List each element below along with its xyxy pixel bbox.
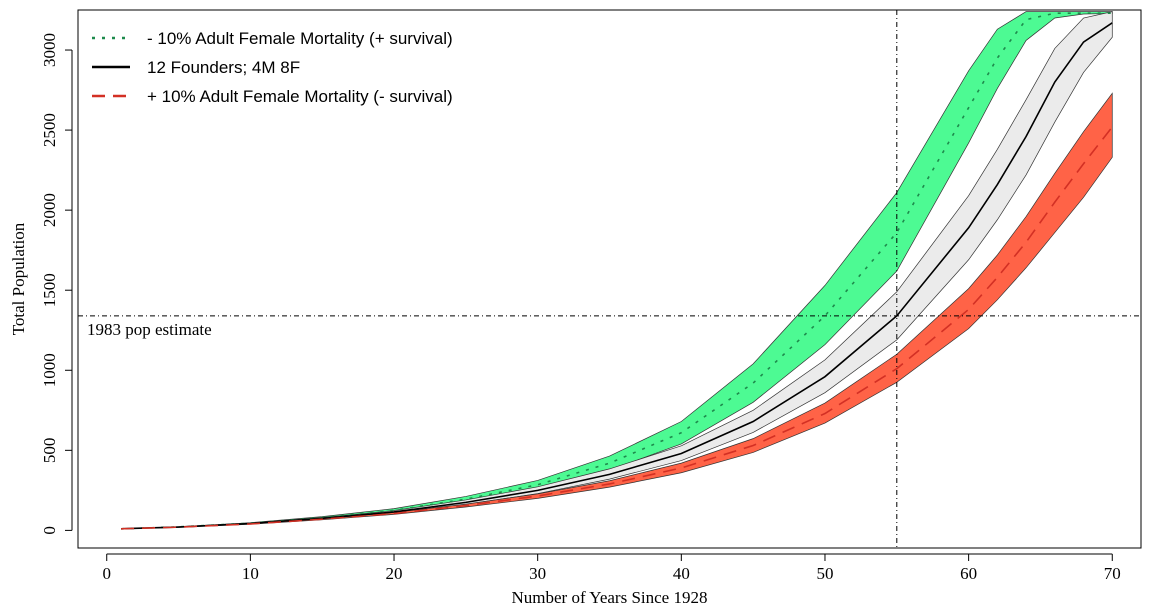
series-lines <box>121 12 1113 530</box>
x-tick-label: 50 <box>816 564 833 583</box>
x-tick-label: 0 <box>102 564 111 583</box>
legend-label: + 10% Adult Female Mortality (- survival… <box>147 87 453 106</box>
x-tick-label: 20 <box>386 564 403 583</box>
band-series-2 <box>121 92 1113 530</box>
y-tick-label: 1500 <box>40 273 59 307</box>
y-tick-label: 1000 <box>40 353 59 387</box>
reference-lines: 1983 pop estimate <box>78 10 1141 548</box>
line-series-0 <box>121 12 1113 530</box>
x-tick-label: 40 <box>673 564 690 583</box>
y-tick-label: 3000 <box>40 33 59 67</box>
legend: - 10% Adult Female Mortality (+ survival… <box>92 29 453 106</box>
x-tick-label: 60 <box>960 564 977 583</box>
x-tick-label: 70 <box>1104 564 1121 583</box>
y-axis-label: Total Population <box>9 222 28 335</box>
x-tick-label: 10 <box>242 564 259 583</box>
y-tick-label: 0 <box>40 526 59 535</box>
x-axis-label: Number of Years Since 1928 <box>512 588 708 607</box>
line-series-2 <box>121 126 1113 530</box>
legend-label: - 10% Adult Female Mortality (+ survival… <box>147 29 453 48</box>
axes: 0 10 20 30 40 50 60 70 0 500 1000 1500 2000 2500 3000 <box>40 33 1121 583</box>
legend-label: 12 Founders; 4M 8F <box>147 58 300 77</box>
x-tick-label: 30 <box>529 564 546 583</box>
reference-line-label: 1983 pop estimate <box>87 320 212 339</box>
plot-frame <box>77 9 1142 549</box>
confidence-bands <box>121 11 1113 530</box>
y-tick-label: 2000 <box>40 193 59 227</box>
y-tick-label: 2500 <box>40 113 59 147</box>
y-tick-label: 500 <box>40 438 59 464</box>
